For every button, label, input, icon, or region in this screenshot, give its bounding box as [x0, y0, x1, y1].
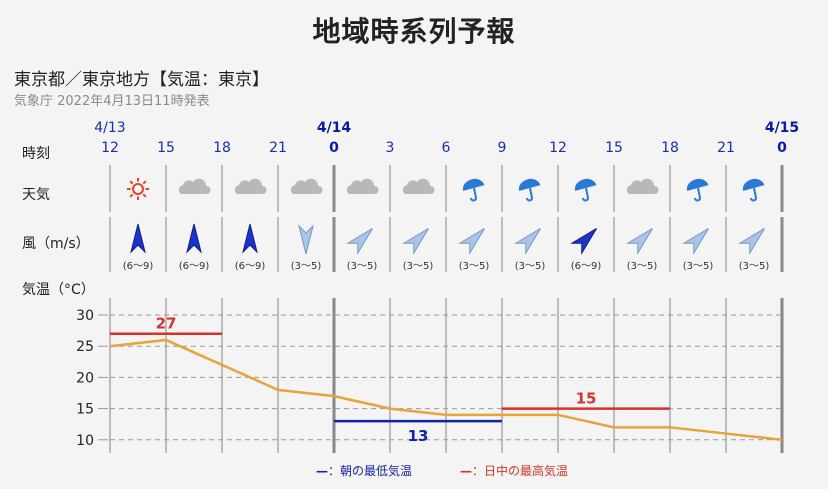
hour-label: 21	[717, 140, 735, 156]
row-label-weather: 天気	[22, 187, 50, 203]
hour-label: 3	[385, 140, 395, 156]
hour-label: 12	[101, 140, 119, 156]
y-tick-label: 15	[76, 402, 94, 418]
max-temp-label: 27	[156, 315, 177, 333]
wind-speed: (3〜5)	[347, 261, 378, 272]
wind-speed: (6〜9)	[235, 261, 266, 272]
cloud-icon	[178, 178, 211, 194]
legend-max: —：日中の最高気温	[460, 462, 568, 479]
hour-label: 15	[605, 140, 623, 156]
wind-arrow-icon	[682, 227, 710, 255]
issued-time: 気象庁 2022年4月13日11時発表	[14, 94, 210, 109]
wind-arrow-icon	[570, 227, 598, 255]
wind-speed: (6〜9)	[123, 261, 154, 272]
legend-max-swatch: —	[460, 464, 472, 478]
legend-min: —：朝の最低気温	[316, 462, 412, 479]
hour-label: 0	[777, 140, 787, 156]
wind-arrow-icon	[242, 223, 258, 254]
legend-max-label: ：日中の最高気温	[472, 464, 569, 478]
hour-label: 21	[269, 140, 287, 156]
wind-speed: (3〜5)	[403, 261, 434, 272]
hour-label: 0	[329, 140, 339, 156]
sun-icon	[127, 178, 149, 200]
wind-speed: (3〜5)	[739, 261, 770, 272]
cloud-icon	[234, 178, 267, 194]
wind-arrow-icon	[130, 223, 146, 254]
y-tick-label: 30	[76, 308, 94, 324]
hour-label: 18	[661, 140, 679, 156]
wind-speed: (3〜5)	[459, 261, 490, 272]
page-title: 地域時系列予報	[312, 15, 516, 48]
min-temp-label: 13	[408, 427, 429, 445]
hour-label: 6	[441, 140, 451, 156]
umbrella-icon	[518, 178, 541, 202]
max-temp-label: 15	[576, 390, 597, 408]
wind-speed: (3〜5)	[515, 261, 546, 272]
legend-min-swatch: —	[316, 464, 328, 478]
date-label: 4/15	[764, 120, 800, 136]
row-label-time: 時刻	[22, 146, 50, 162]
hour-label: 18	[213, 140, 231, 156]
date-label: 4/14	[316, 120, 352, 136]
cloud-icon	[346, 178, 379, 194]
cloud-icon	[626, 178, 659, 194]
region-label: 東京都／東京地方【気温：東京】	[14, 70, 269, 90]
wind-speed: (6〜9)	[179, 261, 210, 272]
wind-arrow-icon	[626, 227, 654, 255]
y-tick-label: 10	[76, 433, 94, 449]
wind-arrow-icon	[346, 227, 374, 255]
y-tick-label: 25	[76, 339, 94, 355]
wind-arrow-icon	[186, 223, 202, 254]
wind-speed: (3〜5)	[683, 261, 714, 272]
cloud-icon	[402, 178, 435, 194]
row-label-temp: 気温（°C）	[22, 282, 95, 298]
row-label-wind: 風（m/s）	[22, 236, 90, 252]
wind-speed: (3〜5)	[627, 261, 658, 272]
wind-speed: (6〜9)	[571, 261, 602, 272]
hour-label: 15	[157, 140, 175, 156]
wind-arrow-icon	[738, 227, 766, 255]
wind-speed: (3〜5)	[291, 261, 322, 272]
cloud-icon	[290, 178, 323, 194]
y-tick-label: 20	[76, 370, 94, 386]
umbrella-icon	[742, 178, 765, 202]
hour-label: 12	[549, 140, 567, 156]
legend-min-label: ：朝の最低気温	[328, 464, 413, 478]
hour-label: 9	[497, 140, 507, 156]
wind-arrow-icon	[514, 227, 542, 255]
umbrella-icon	[686, 178, 709, 202]
wind-arrow-icon	[298, 224, 314, 255]
umbrella-icon	[574, 178, 597, 202]
wind-arrow-icon	[402, 227, 430, 255]
wind-arrow-icon	[458, 227, 486, 255]
umbrella-icon	[462, 178, 485, 202]
date-label: 4/13	[94, 120, 126, 136]
